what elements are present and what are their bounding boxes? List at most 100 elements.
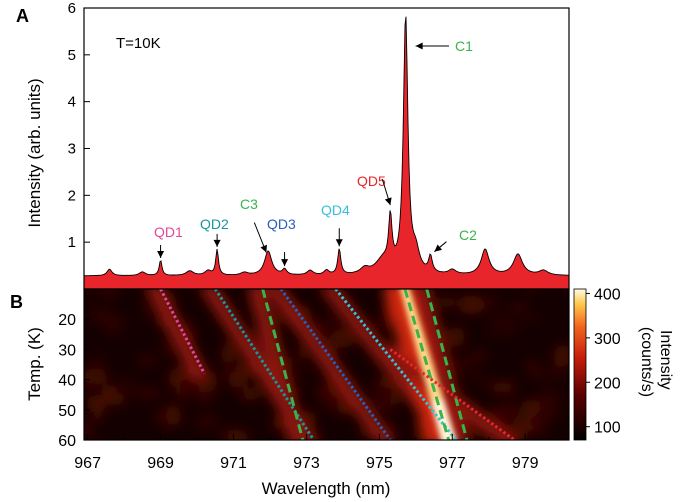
heatmap-noise	[180, 377, 200, 391]
trajectory-qd3	[279, 289, 392, 440]
heatmap-ridge	[189, 367, 208, 380]
temperature-label: T=10K	[116, 35, 161, 52]
heatmap-noise	[120, 378, 137, 392]
y-tick-label-a: 4	[68, 94, 76, 111]
heatmap-noise	[526, 415, 554, 426]
heatmap-noise	[290, 368, 312, 377]
panel-label-b: B	[10, 292, 23, 312]
peak-label: C3	[240, 196, 258, 212]
heatmap-noise	[140, 305, 150, 320]
x-tick-label: 967	[74, 455, 101, 472]
heatmap-noise	[448, 326, 465, 348]
x-tick-label: 975	[366, 455, 393, 472]
heatmap-noise	[461, 297, 488, 312]
peak-label: C1	[455, 38, 473, 54]
y-tick-label-b: 60	[58, 433, 76, 450]
y-tick-label-a: 6	[68, 0, 76, 17]
peak-label: C2	[459, 227, 477, 243]
heatmap-noise	[337, 396, 350, 416]
panel-label-a: A	[16, 6, 29, 26]
y-tick-label-b: 50	[58, 403, 76, 420]
panel-b-y-ticks: 20 30 40 50 60	[58, 312, 90, 450]
heatmap-noise	[227, 371, 248, 388]
heatmap-noise	[540, 387, 561, 406]
heatmap-noise	[221, 343, 236, 365]
heatmap-noise	[510, 422, 529, 440]
colorbar-tick-label: 200	[594, 375, 621, 392]
panel-a-y-axis-label: Intensity (arb. units)	[25, 78, 44, 227]
heatmap-noise	[84, 430, 96, 440]
colorbar-ticks: 100 200 300 400	[586, 286, 621, 437]
peak-label: QD4	[321, 202, 350, 218]
heatmap-noise	[528, 370, 550, 380]
heatmap-noise	[372, 379, 397, 389]
heatmap-noise	[371, 317, 392, 328]
heatmap-noise	[220, 435, 230, 440]
peak-arrowhead	[260, 244, 267, 253]
heatmap-noise	[84, 368, 108, 385]
heatmap-noise	[520, 399, 544, 413]
heatmap-noise	[86, 395, 107, 413]
colorbar-tick-label: 400	[594, 286, 621, 303]
heatmap	[84, 289, 569, 440]
heatmap-noise	[554, 353, 568, 369]
heatmap-noise	[186, 321, 197, 340]
heatmap-noise	[496, 323, 519, 337]
colorbar-label: Intensity (counts/s)	[638, 327, 674, 397]
panel-b-x-ticks: 967 969 971 973 975 977 979	[74, 434, 563, 472]
heatmap-noise	[474, 351, 488, 359]
y-tick-label-a: 2	[68, 187, 76, 204]
heatmap-noise	[539, 429, 549, 437]
heatmap-noise	[296, 346, 306, 362]
heatmap-noise	[84, 289, 95, 294]
trajectory-c3	[261, 289, 305, 440]
peak-arrowhead	[157, 250, 165, 258]
heatmap-noise	[194, 413, 220, 431]
heatmap-noise	[488, 382, 517, 394]
peak-arrowhead	[213, 239, 221, 247]
heatmap-noise	[315, 316, 338, 336]
heatmap-noise	[489, 313, 512, 322]
heatmap-noise	[168, 367, 182, 389]
heatmap-noise	[137, 358, 156, 365]
y-tick-label-b: 20	[58, 312, 76, 329]
y-tick-label-b: 40	[58, 373, 76, 390]
heatmap-noise	[518, 315, 540, 324]
peak-arrowhead	[281, 259, 289, 267]
y-tick-label-a: 1	[68, 234, 76, 251]
x-tick-label: 977	[439, 455, 466, 472]
heatmap-noise	[378, 387, 390, 409]
heatmap-noise	[166, 404, 181, 427]
peak-arrowhead	[434, 244, 443, 252]
x-axis-label: Wavelength (nm)	[262, 479, 391, 498]
y-tick-label-a: 3	[68, 141, 76, 158]
heatmap-noise	[88, 306, 112, 325]
colorbar-tick-label: 300	[594, 331, 621, 348]
heatmap-noise	[451, 354, 478, 372]
colorbar-gradient	[573, 288, 587, 441]
heatmap-noise	[525, 289, 536, 296]
heatmap-noise	[484, 326, 499, 335]
heatmap-noise	[497, 404, 510, 420]
heatmap-noise	[92, 411, 103, 421]
heatmap-noise	[388, 418, 398, 439]
heatmap-noise	[96, 289, 122, 300]
y-tick-label-b: 30	[58, 342, 76, 359]
heatmap-noise	[242, 387, 259, 401]
spectrum-area	[83, 16, 570, 290]
panel-a-y-ticks: 1 2 3 4 5 6	[68, 0, 90, 251]
colorbar: 100 200 300 400 Intensity (counts/s)	[573, 286, 674, 441]
trajectory-qd1	[159, 289, 206, 375]
y-tick-label-a: 5	[68, 47, 76, 64]
peak-arrowhead	[335, 239, 343, 247]
peak-label: QD3	[267, 216, 296, 232]
peak-label: QD5	[357, 173, 386, 189]
trajectory-qd4	[334, 289, 458, 440]
heatmap-noise	[540, 402, 562, 418]
panel-b: 20 30 40 50 60 967 969 971 973 975 977 979 Temp. (…	[25, 288, 570, 498]
heatmap-noise	[440, 296, 455, 309]
panel-b-frame	[83, 288, 570, 441]
heatmap-noise	[157, 344, 172, 357]
